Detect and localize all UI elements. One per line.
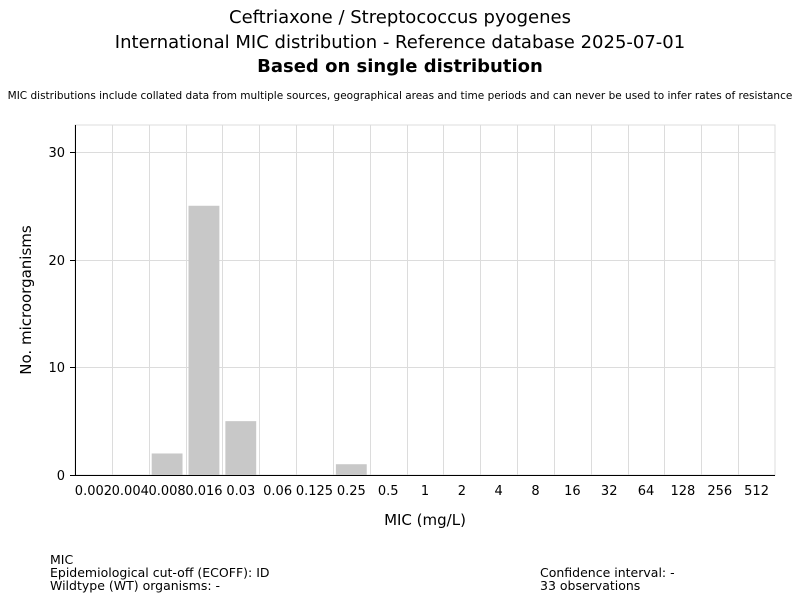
x-tick-label: 256: [707, 484, 732, 499]
x-tick-label: 0.25: [337, 484, 366, 499]
x-tick-label: 0.03: [226, 484, 255, 499]
footer-ecoff: Epidemiological cut-off (ECOFF): ID: [50, 565, 270, 580]
x-tick-label: 8: [531, 484, 539, 499]
y-axis-title: No. microorganisms: [17, 225, 35, 375]
x-tick-label: 2: [458, 484, 466, 499]
bar-0.03: [225, 421, 257, 475]
x-tick-label: 0.5: [378, 484, 399, 499]
x-tick-label: 64: [638, 484, 655, 499]
axes-layer: [70, 125, 775, 476]
bars-layer: [151, 205, 367, 475]
x-tick-label: 1: [421, 484, 429, 499]
x-tick-label: 4: [495, 484, 503, 499]
x-tick-label: 128: [670, 484, 695, 499]
bar-0.25: [335, 464, 367, 475]
bar-0.016: [188, 205, 220, 475]
chart-subtitle: International MIC distribution - Referen…: [114, 32, 686, 53]
x-tick-label: 512: [744, 484, 769, 499]
chart-title: Ceftriaxone / Streptococcus pyogenes: [229, 7, 571, 28]
footer-left: MIC Epidemiological cut-off (ECOFF): ID …: [50, 553, 270, 592]
y-tick-label: 30: [48, 146, 65, 161]
x-axis-title: MIC (mg/L): [384, 511, 466, 529]
footer-confidence-interval: Confidence interval: -: [540, 565, 675, 580]
y-tick-label: 10: [48, 361, 65, 376]
footer-observations: 33 observations: [540, 578, 641, 593]
x-tick-label: 0.004: [112, 484, 149, 499]
labels-layer: 0 10 20 30 0.002 0.004 0.008 0.016 0.03 0.06 0.125…: [17, 146, 769, 529]
footer-wildtype: Wildtype (WT) organisms: -: [50, 578, 221, 593]
x-tick-label: 16: [564, 484, 581, 499]
plot-area: [74, 124, 776, 476]
chart-subtitle-bold: Based on single distribution: [257, 56, 543, 77]
y-tick-label: 0: [57, 469, 65, 484]
x-tick-label: 0.125: [296, 484, 333, 499]
x-tick-label: 0.002: [75, 484, 112, 499]
disclaimer-text: MIC distributions include collated data …: [7, 90, 793, 102]
x-tick-label: 0.06: [263, 484, 292, 499]
footer-right: Confidence interval: - 33 observations: [540, 566, 675, 592]
x-tick-label: 0.008: [148, 484, 185, 499]
y-tick-label: 20: [48, 254, 65, 269]
bar-0.008: [151, 453, 183, 475]
footer-mic-label: MIC: [50, 552, 74, 567]
grid-layer: [74, 124, 776, 476]
x-tick-label: 0.016: [185, 484, 222, 499]
x-tick-label: 32: [601, 484, 618, 499]
